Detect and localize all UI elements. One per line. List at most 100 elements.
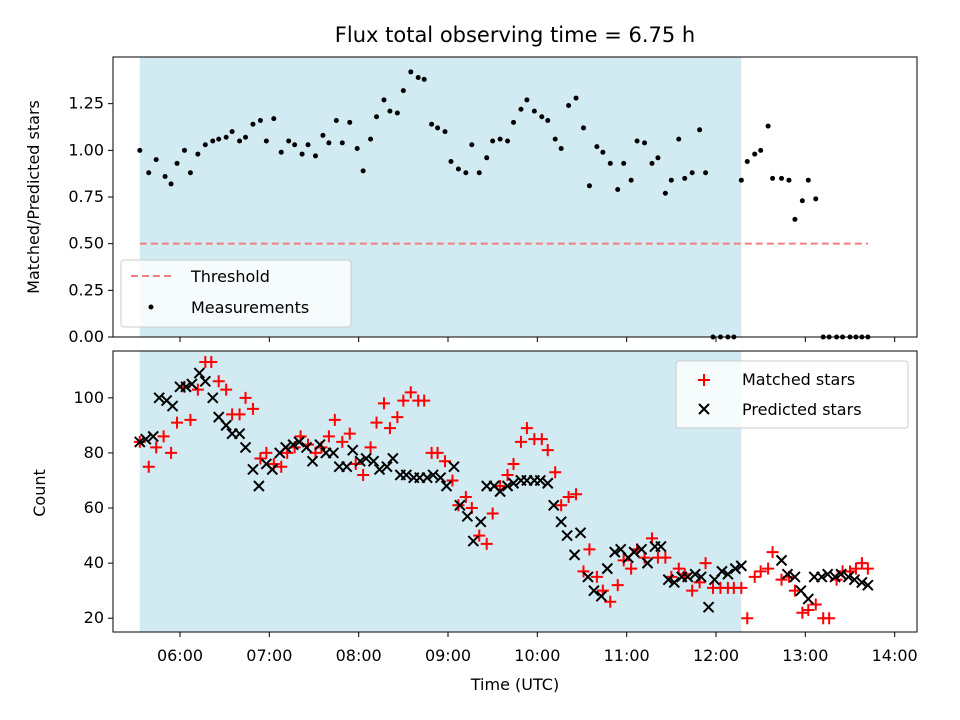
measurement-point: [162, 173, 168, 179]
measurement-point: [628, 177, 634, 183]
measurement-point: [668, 177, 674, 183]
predicted-star-point: [421, 472, 433, 484]
measurement-point: [360, 168, 366, 174]
predicted-star-point: [434, 472, 447, 484]
matched-star-point: [254, 452, 267, 465]
matched-star-point: [260, 446, 273, 459]
x-tick-label: 09:00: [425, 646, 471, 665]
measurement-point: [312, 153, 318, 159]
measurement-point: [655, 155, 661, 161]
predicted-star-point: [494, 485, 506, 498]
x-tick-label: 14:00: [872, 646, 918, 665]
measurement-point: [505, 138, 511, 144]
matched-star-point: [404, 386, 417, 399]
bottom-y-ticks: 20 40 60 80 100: [73, 388, 113, 627]
matched-star-point: [501, 468, 514, 481]
measurement-point: [539, 114, 545, 120]
predicted-star-point: [387, 452, 399, 465]
measurement-point: [387, 108, 393, 114]
predicted-star-point: [655, 540, 667, 553]
measurement-point: [415, 75, 421, 81]
top-y-tick-label: 0.75: [68, 187, 104, 206]
measurement-point: [442, 129, 448, 135]
measurement-point: [531, 108, 537, 114]
measurement-point: [394, 110, 400, 116]
predicted-star-point: [835, 568, 847, 580]
matched-star-point: [802, 603, 815, 616]
matched-star-point: [275, 460, 288, 473]
matched-legend-marker: [698, 374, 710, 386]
matched-star-point: [583, 543, 596, 556]
measurement-point: [448, 159, 454, 165]
measurement-point: [792, 216, 798, 222]
predicted-star-point: [347, 444, 359, 456]
matched-star-point: [343, 427, 356, 440]
predicted-star-point: [220, 419, 232, 432]
matched-legend-label: Matched stars: [742, 370, 855, 389]
measurement-point: [805, 177, 811, 183]
measurement-point: [566, 103, 572, 109]
bottom-y-tick-label: 60: [84, 498, 104, 517]
matched-star-point: [775, 573, 788, 586]
matched-star-point: [741, 612, 754, 625]
measurement-point: [765, 123, 771, 129]
measurement-point: [649, 160, 655, 166]
matched-star-point: [439, 455, 452, 468]
bottom-plot-marks: [133, 356, 874, 625]
predicted-star-point: [561, 529, 573, 542]
predicted-star-point: [440, 480, 453, 492]
measurement-point: [607, 160, 613, 166]
predicted-star-point: [775, 554, 788, 567]
x-tick-label: 08:00: [336, 646, 382, 665]
measurement-point: [263, 138, 269, 144]
predicted-star-point: [166, 400, 179, 412]
chart-title: Flux total observing time = 6.75 h: [335, 23, 695, 47]
measurement-point: [174, 160, 180, 166]
matched-star-point: [336, 435, 349, 448]
matched-star-point: [212, 375, 225, 388]
measurement-point: [421, 76, 427, 82]
predicted-star-point: [147, 430, 159, 443]
measurement-point: [326, 140, 332, 146]
predicted-legend-label: Predicted stars: [742, 400, 862, 419]
predicted-star-point: [862, 579, 874, 591]
matched-star-point: [383, 422, 396, 435]
x-axis-label: Time (UTC): [470, 675, 559, 694]
measurement-point: [738, 177, 744, 183]
matched-star-point: [849, 562, 862, 575]
matched-star-point: [357, 468, 370, 481]
measurement-point: [703, 170, 709, 176]
predicted-star-point: [501, 480, 514, 492]
bottom-y-tick-label: 20: [84, 608, 104, 627]
predicted-star-point: [153, 392, 165, 404]
matched-star-point: [157, 430, 170, 443]
matched-star-point: [625, 562, 638, 575]
predicted-star-point: [140, 433, 152, 445]
matched-star-point: [191, 383, 204, 396]
top-plot-marks: [137, 69, 871, 340]
predicted-star-point: [400, 469, 413, 481]
matched-star-point: [142, 460, 155, 473]
predicted-star-point: [682, 571, 694, 583]
matched-star-point: [165, 446, 178, 459]
predicted-star-point: [821, 568, 834, 580]
predicted-star-point: [716, 565, 728, 578]
matched-star-point: [349, 457, 362, 470]
matched-star-point: [184, 413, 197, 426]
predicted-star-point: [239, 441, 252, 454]
matched-star-point: [233, 408, 246, 421]
predicted-star-point: [702, 601, 715, 613]
predicted-star-point: [722, 568, 734, 580]
measurement-point: [435, 125, 441, 131]
matched-star-point: [604, 595, 617, 608]
measurement-point: [642, 140, 648, 146]
matched-star-point: [762, 562, 775, 575]
measurement-point: [455, 166, 461, 172]
measurement-point: [682, 175, 688, 181]
matched-star-point: [659, 551, 672, 564]
matched-star-point: [796, 606, 809, 619]
matched-star-point: [459, 491, 472, 504]
measurement-point: [223, 134, 229, 140]
predicted-star-point: [360, 452, 372, 465]
measurement-point: [354, 145, 360, 151]
